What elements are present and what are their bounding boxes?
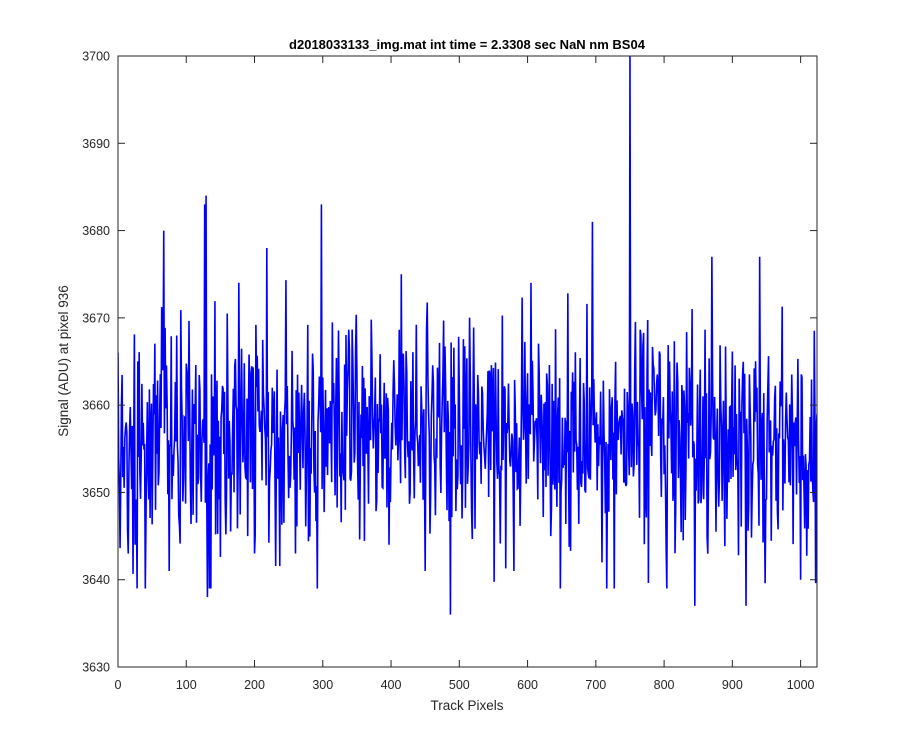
x-tick-label: 800 <box>654 678 675 692</box>
y-tick-label: 3690 <box>82 137 110 151</box>
x-tick-label: 600 <box>517 678 538 692</box>
y-tick-label: 3640 <box>82 573 110 587</box>
series-layer <box>118 56 817 615</box>
x-tick-label: 0 <box>115 678 122 692</box>
chart-title: d2018033133_img.mat int time = 2.3308 se… <box>289 37 646 52</box>
x-tick-label: 200 <box>244 678 265 692</box>
signal-series-line <box>118 56 817 615</box>
y-tick-label: 3670 <box>82 311 110 325</box>
x-axis-label: Track Pixels <box>430 698 503 713</box>
y-tick-label: 3630 <box>82 661 110 675</box>
x-tick-label: 700 <box>585 678 606 692</box>
x-tick-label: 400 <box>381 678 402 692</box>
y-tick-label: 3700 <box>82 50 110 64</box>
x-tick-label: 100 <box>176 678 197 692</box>
x-axis-ticks: 0 100 200 300 400 500 600 700 800 900 1000 <box>115 56 815 692</box>
x-tick-label: 300 <box>312 678 333 692</box>
x-tick-label: 500 <box>449 678 470 692</box>
axes-box <box>117 55 818 668</box>
y-tick-label: 3680 <box>82 224 110 238</box>
x-tick-label: 1000 <box>787 678 815 692</box>
y-tick-label: 3660 <box>82 399 110 413</box>
x-tick-label: 900 <box>722 678 743 692</box>
y-axis-label: Signal (ADU) at pixel 936 <box>56 285 71 437</box>
y-axis-ticks: 3630 3640 3650 3660 3670 3680 3690 3700 <box>82 50 817 675</box>
y-tick-label: 3650 <box>82 486 110 500</box>
